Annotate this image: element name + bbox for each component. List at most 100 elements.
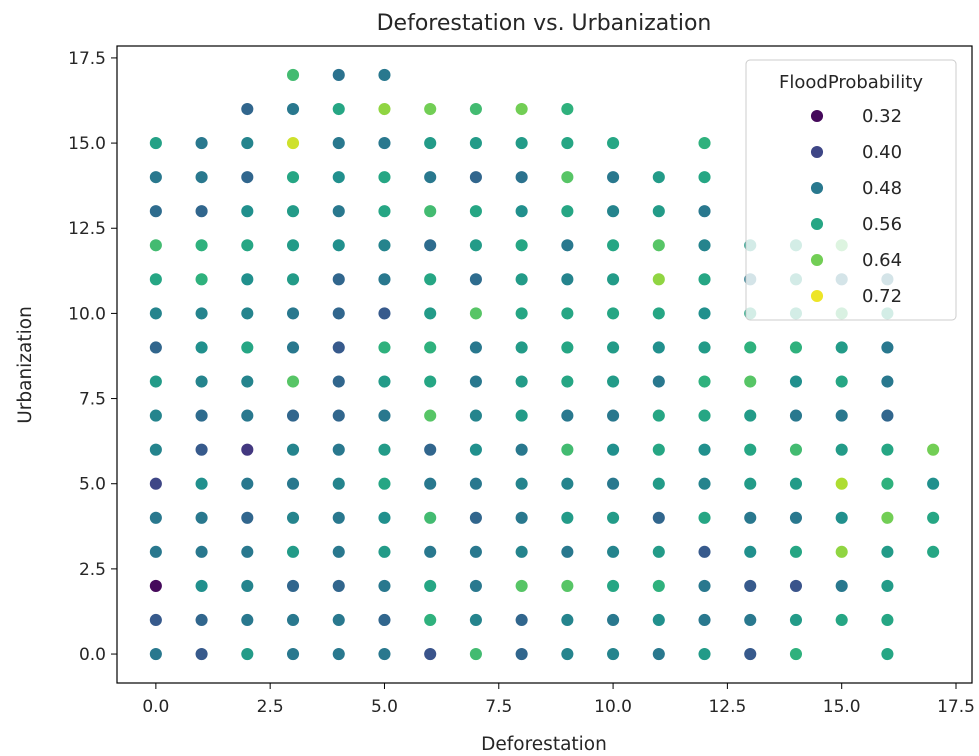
x-tick-label: 15.0 xyxy=(823,697,861,717)
data-point xyxy=(240,374,255,389)
data-point xyxy=(606,204,621,219)
data-point xyxy=(560,170,575,185)
data-point xyxy=(834,408,849,423)
data-point xyxy=(423,306,438,321)
data-point xyxy=(514,578,529,593)
data-point xyxy=(697,272,712,287)
data-point xyxy=(606,476,621,491)
data-point xyxy=(926,476,941,491)
data-point xyxy=(651,374,666,389)
data-point xyxy=(194,408,209,423)
x-axis: 0.0 2.5 5.0 7.5 10.0 12.5 15.0 17.5 xyxy=(142,683,975,717)
data-point xyxy=(606,306,621,321)
data-point xyxy=(240,476,255,491)
data-point xyxy=(194,647,209,661)
data-point xyxy=(560,204,575,219)
data-point xyxy=(148,374,163,389)
data-point xyxy=(148,647,163,661)
data-point xyxy=(697,170,712,185)
data-point xyxy=(240,442,255,457)
data-point xyxy=(560,476,575,491)
data-point xyxy=(789,544,803,559)
data-point xyxy=(194,613,209,627)
data-point xyxy=(148,170,163,185)
data-point xyxy=(194,340,209,355)
data-point xyxy=(560,408,575,423)
data-point xyxy=(468,374,483,389)
x-tick-label: 2.5 xyxy=(257,697,284,717)
data-point xyxy=(651,510,666,525)
data-point xyxy=(286,408,300,423)
data-point xyxy=(194,272,209,287)
data-point xyxy=(240,544,255,559)
data-point xyxy=(514,647,529,661)
data-point xyxy=(468,476,483,491)
plot-area xyxy=(148,68,941,661)
data-point xyxy=(148,544,163,559)
data-point xyxy=(468,238,483,253)
legend-label: 0.40 xyxy=(862,142,902,163)
data-point xyxy=(697,544,712,559)
data-point xyxy=(286,204,300,219)
data-point xyxy=(331,578,346,593)
data-point xyxy=(377,544,392,559)
data-point xyxy=(423,238,438,253)
data-point xyxy=(286,238,300,253)
data-point xyxy=(148,613,163,627)
legend-marker xyxy=(810,217,824,231)
data-point xyxy=(148,578,163,593)
data-point xyxy=(377,442,392,457)
data-point xyxy=(697,408,712,423)
data-point xyxy=(148,340,163,355)
data-point xyxy=(423,408,438,423)
data-point xyxy=(651,238,666,253)
legend: FloodProbability 0.32 0.40 0.48 0.56 0.64 0.7… xyxy=(745,59,957,321)
data-point xyxy=(743,544,758,559)
data-point xyxy=(651,340,666,355)
data-point xyxy=(834,442,849,457)
data-point xyxy=(468,136,483,151)
data-point xyxy=(286,442,300,457)
data-point xyxy=(514,204,529,219)
data-point xyxy=(606,136,621,151)
data-point xyxy=(423,613,438,627)
data-point xyxy=(880,647,895,661)
data-point xyxy=(194,374,209,389)
legend-title: FloodProbability xyxy=(779,72,923,93)
legend-label: 0.56 xyxy=(862,214,902,235)
data-point xyxy=(286,374,300,389)
data-point xyxy=(560,613,575,627)
data-point xyxy=(423,442,438,457)
data-point xyxy=(560,544,575,559)
data-point xyxy=(651,476,666,491)
legend-marker xyxy=(810,109,824,123)
data-point xyxy=(331,374,346,389)
data-point xyxy=(377,102,392,116)
data-point xyxy=(880,613,895,627)
data-point xyxy=(468,408,483,423)
legend-label: 0.64 xyxy=(862,250,902,271)
data-point xyxy=(331,510,346,525)
data-point xyxy=(377,578,392,593)
data-point xyxy=(789,613,803,627)
data-point xyxy=(743,613,758,627)
data-point xyxy=(148,408,163,423)
data-point xyxy=(286,102,300,116)
data-point xyxy=(560,647,575,661)
data-point xyxy=(148,238,163,253)
data-point xyxy=(240,238,255,253)
data-point xyxy=(651,578,666,593)
data-point xyxy=(880,510,895,525)
data-point xyxy=(926,442,941,457)
data-point xyxy=(560,136,575,151)
x-tick-label: 7.5 xyxy=(485,697,512,717)
y-tick-label: 15.0 xyxy=(68,134,106,154)
data-point xyxy=(560,102,575,116)
data-point xyxy=(423,510,438,525)
data-point xyxy=(697,647,712,661)
data-point xyxy=(606,442,621,457)
data-point xyxy=(651,613,666,627)
data-point xyxy=(331,102,346,116)
data-point xyxy=(514,510,529,525)
